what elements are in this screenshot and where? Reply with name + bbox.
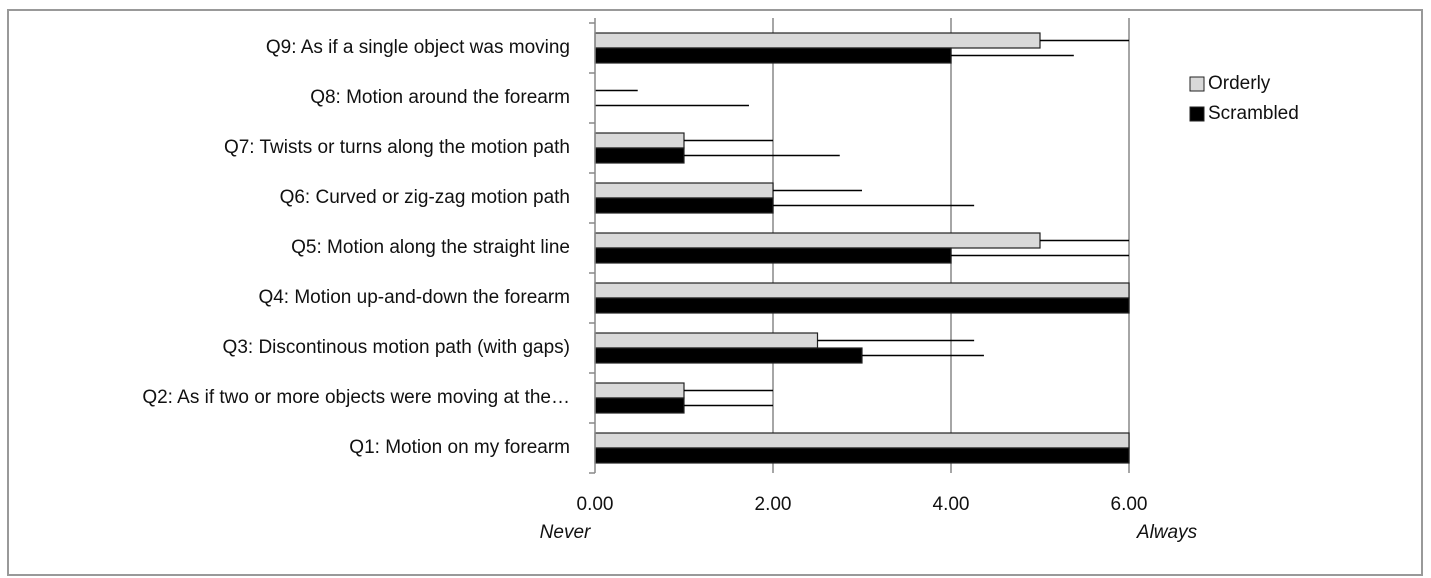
bar xyxy=(594,32,1041,49)
bar xyxy=(594,147,685,164)
bar xyxy=(594,132,685,149)
x-tick-label: 2.00 xyxy=(755,494,792,515)
x-tick-label: 6.00 xyxy=(1111,494,1148,515)
y-tick-label: Q4: Motion up-and-down the forearm xyxy=(258,287,570,308)
bar xyxy=(594,332,819,349)
y-tick-label: Q7: Twists or turns along the motion pat… xyxy=(224,137,570,158)
y-tick-label: Q8: Motion around the forearm xyxy=(310,87,570,108)
bar xyxy=(594,232,1041,249)
legend-label: Orderly xyxy=(1208,73,1271,94)
bar xyxy=(594,197,774,214)
bar xyxy=(594,182,774,199)
bar xyxy=(594,397,685,414)
x-annotation: Never xyxy=(540,522,591,543)
y-tick-label: Q9: As if a single object was moving xyxy=(266,37,570,58)
bar xyxy=(594,297,1130,314)
x-tick-label: 0.00 xyxy=(577,494,614,515)
y-tick-label: Q1: Motion on my forearm xyxy=(349,437,570,458)
bar xyxy=(594,447,1130,464)
bar xyxy=(594,282,1130,299)
bar xyxy=(594,247,952,264)
bar xyxy=(594,47,952,64)
x-annotation: Always xyxy=(1136,522,1198,543)
frame xyxy=(7,9,1423,576)
legend-swatch xyxy=(1189,76,1205,92)
bar xyxy=(594,347,863,364)
bar xyxy=(594,382,685,399)
y-tick-label: Q5: Motion along the straight line xyxy=(291,237,570,258)
bar xyxy=(594,432,1130,449)
x-tick-label: 4.00 xyxy=(933,494,970,515)
y-tick-label: Q3: Discontinous motion path (with gaps) xyxy=(223,337,570,358)
y-tick-label: Q6: Curved or zig-zag motion path xyxy=(280,187,570,208)
legend-swatch xyxy=(1189,106,1205,122)
legend-label: Scrambled xyxy=(1208,103,1299,124)
y-tick-label: Q2: As if two or more objects were movin… xyxy=(142,387,570,408)
